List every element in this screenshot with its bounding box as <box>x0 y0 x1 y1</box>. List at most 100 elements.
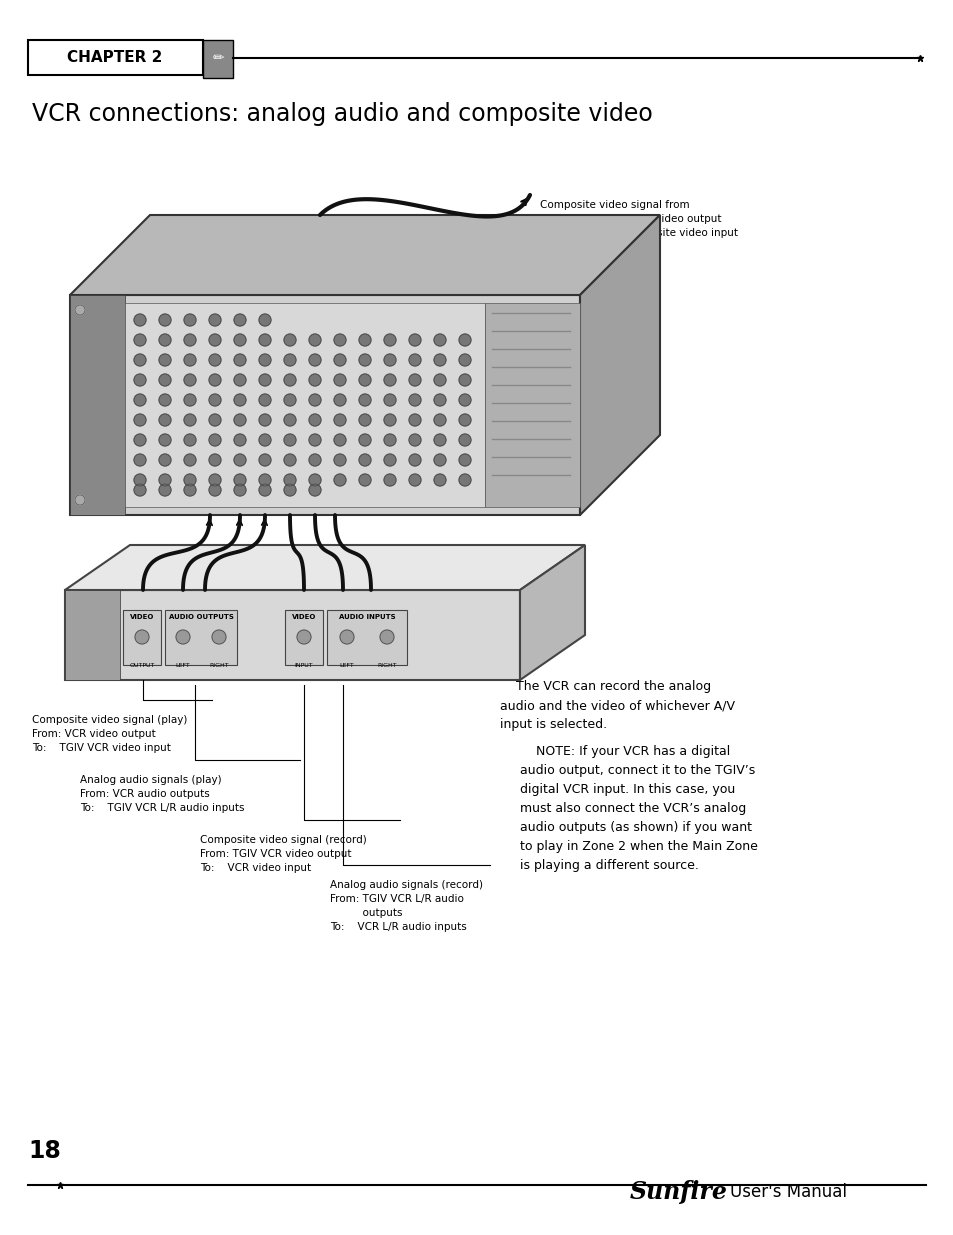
Text: OUTPUT: OUTPUT <box>130 663 154 668</box>
Circle shape <box>258 394 271 406</box>
Circle shape <box>284 454 295 466</box>
Bar <box>70 295 125 515</box>
Circle shape <box>384 414 395 426</box>
Circle shape <box>334 333 346 346</box>
Circle shape <box>159 414 171 426</box>
Text: VIDEO: VIDEO <box>130 614 154 620</box>
Circle shape <box>258 454 271 466</box>
Circle shape <box>209 484 221 496</box>
Circle shape <box>258 484 271 496</box>
Circle shape <box>258 333 271 346</box>
Text: CHAPTER 2: CHAPTER 2 <box>68 49 163 64</box>
Circle shape <box>184 354 195 366</box>
Circle shape <box>233 454 246 466</box>
Circle shape <box>133 454 146 466</box>
Circle shape <box>434 454 446 466</box>
Text: RIGHT: RIGHT <box>209 663 229 668</box>
Circle shape <box>339 630 354 643</box>
Circle shape <box>133 414 146 426</box>
Circle shape <box>135 630 149 643</box>
Circle shape <box>309 454 320 466</box>
Circle shape <box>233 414 246 426</box>
Circle shape <box>284 374 295 387</box>
Circle shape <box>309 354 320 366</box>
Bar <box>70 295 579 515</box>
Text: LEFT: LEFT <box>339 663 354 668</box>
Circle shape <box>209 374 221 387</box>
Circle shape <box>284 484 295 496</box>
Circle shape <box>133 474 146 487</box>
Circle shape <box>309 484 320 496</box>
Text: User's Manual: User's Manual <box>729 1183 846 1200</box>
Circle shape <box>284 333 295 346</box>
Circle shape <box>358 354 371 366</box>
Circle shape <box>384 474 395 487</box>
Circle shape <box>409 354 420 366</box>
Text: NOTE: If your VCR has a digital
audio output, connect it to the TGIV’s
digital V: NOTE: If your VCR has a digital audio ou… <box>519 745 757 872</box>
Bar <box>65 590 120 680</box>
Circle shape <box>384 333 395 346</box>
Circle shape <box>458 354 471 366</box>
Circle shape <box>184 433 195 446</box>
Circle shape <box>334 374 346 387</box>
Circle shape <box>309 414 320 426</box>
Circle shape <box>309 433 320 446</box>
Circle shape <box>133 484 146 496</box>
Circle shape <box>284 414 295 426</box>
Polygon shape <box>519 545 584 680</box>
Circle shape <box>284 474 295 487</box>
Circle shape <box>258 433 271 446</box>
Circle shape <box>434 333 446 346</box>
Circle shape <box>458 414 471 426</box>
Circle shape <box>212 630 226 643</box>
Circle shape <box>233 333 246 346</box>
Circle shape <box>184 394 195 406</box>
Circle shape <box>75 305 85 315</box>
Text: The VCR can record the analog
audio and the video of whichever A/V
input is sele: The VCR can record the analog audio and … <box>499 680 734 731</box>
Circle shape <box>159 394 171 406</box>
Text: Analog audio signals (play)
From: VCR audio outputs
To:    TGIV VCR L/R audio in: Analog audio signals (play) From: VCR au… <box>80 776 244 813</box>
Circle shape <box>384 433 395 446</box>
Circle shape <box>458 333 471 346</box>
Text: AUDIO OUTPUTS: AUDIO OUTPUTS <box>169 614 233 620</box>
Circle shape <box>133 333 146 346</box>
Text: 18: 18 <box>28 1139 61 1163</box>
Circle shape <box>434 414 446 426</box>
Circle shape <box>233 484 246 496</box>
Circle shape <box>309 374 320 387</box>
Circle shape <box>409 454 420 466</box>
Circle shape <box>309 333 320 346</box>
Circle shape <box>159 484 171 496</box>
Circle shape <box>184 333 195 346</box>
Circle shape <box>384 374 395 387</box>
Circle shape <box>209 333 221 346</box>
Circle shape <box>309 474 320 487</box>
Circle shape <box>258 414 271 426</box>
Bar <box>125 303 484 508</box>
Circle shape <box>184 414 195 426</box>
Circle shape <box>209 314 221 326</box>
Circle shape <box>284 354 295 366</box>
Circle shape <box>184 484 195 496</box>
Circle shape <box>184 314 195 326</box>
Circle shape <box>133 374 146 387</box>
Circle shape <box>209 354 221 366</box>
Circle shape <box>458 474 471 487</box>
Circle shape <box>409 333 420 346</box>
Text: Composite video signal from
TGIV MAIN composite video output
to TV Monitor's com: Composite video signal from TGIV MAIN co… <box>539 200 738 238</box>
Circle shape <box>458 374 471 387</box>
Circle shape <box>384 394 395 406</box>
Text: LEFT: LEFT <box>175 663 191 668</box>
Circle shape <box>334 394 346 406</box>
Circle shape <box>358 474 371 487</box>
Circle shape <box>159 433 171 446</box>
Circle shape <box>209 433 221 446</box>
Circle shape <box>334 433 346 446</box>
Circle shape <box>184 454 195 466</box>
FancyBboxPatch shape <box>327 610 407 664</box>
Circle shape <box>358 433 371 446</box>
Circle shape <box>159 354 171 366</box>
Circle shape <box>434 354 446 366</box>
Circle shape <box>334 454 346 466</box>
Circle shape <box>184 474 195 487</box>
